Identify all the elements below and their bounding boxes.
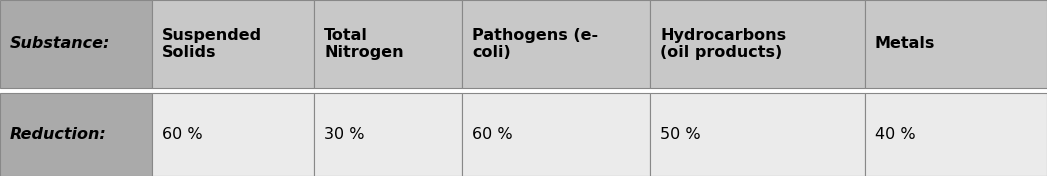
Text: 40 %: 40 % (875, 127, 916, 142)
Bar (865, 93, 1047, 176)
Bar (152, 93, 314, 176)
Bar (152, 0, 314, 88)
Text: 30 %: 30 % (324, 127, 364, 142)
Text: 60 %: 60 % (472, 127, 513, 142)
Bar (462, 0, 650, 88)
Bar (462, 93, 650, 176)
Bar (0, 93, 152, 176)
Bar (650, 0, 865, 88)
Text: Hydrocarbons
(oil products): Hydrocarbons (oil products) (660, 28, 786, 60)
Text: 50 %: 50 % (660, 127, 700, 142)
Bar (314, 0, 462, 88)
Text: Pathogens (e-
coli): Pathogens (e- coli) (472, 28, 598, 60)
Text: Metals: Metals (875, 36, 935, 52)
Bar (865, 0, 1047, 88)
Text: Suspended
Solids: Suspended Solids (162, 28, 262, 60)
Text: Reduction:: Reduction: (10, 127, 107, 142)
Text: Substance:: Substance: (10, 36, 110, 52)
Text: 60 %: 60 % (162, 127, 203, 142)
Text: Total
Nitrogen: Total Nitrogen (324, 28, 404, 60)
Bar (0, 0, 152, 88)
Bar (650, 93, 865, 176)
Bar (314, 93, 462, 176)
